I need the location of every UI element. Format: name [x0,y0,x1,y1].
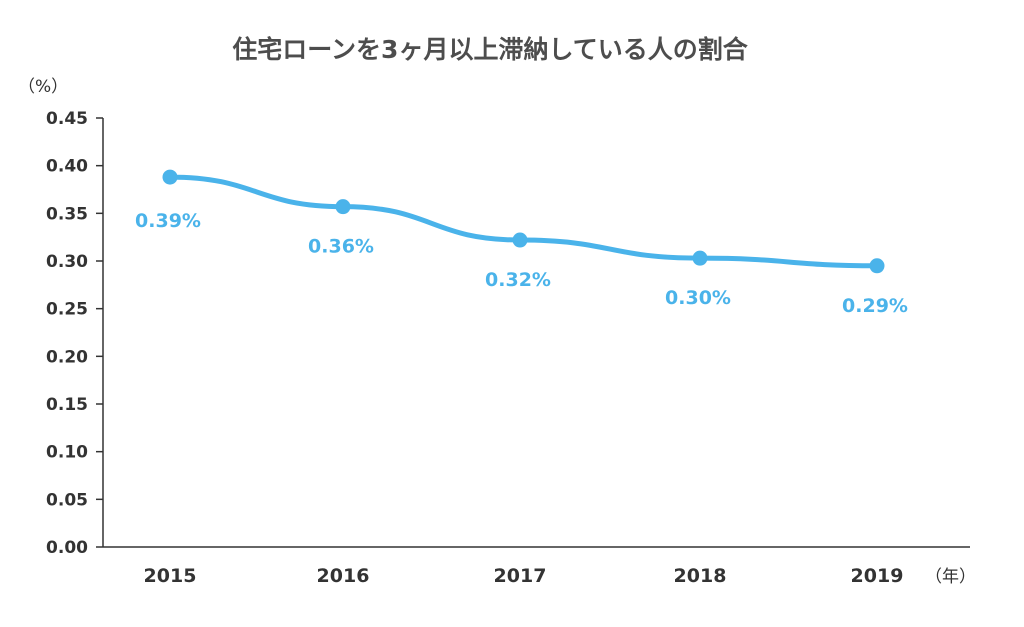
data-point [162,169,178,185]
y-tick-label: 0.20 [46,347,88,367]
chart-title: 住宅ローンを3ヶ月以上滞納している人の割合 [232,35,748,64]
x-tick-label: 2017 [494,565,547,587]
x-axis-unit-label: （年） [925,567,976,587]
data-label: 0.30% [665,287,731,309]
series-line [167,174,880,269]
y-tick-label: 0.40 [46,157,88,177]
y-tick-label: 0.00 [46,538,88,558]
data-label: 0.39% [135,210,201,232]
x-axis-ticks: 2015 2016 2017 2018 2019 [144,565,904,587]
data-point [512,232,528,248]
x-tick-label: 2018 [674,565,727,587]
data-point [692,250,708,266]
data-label: 0.29% [842,295,908,317]
y-axis-unit-label: （%） [18,77,68,97]
y-tick-label: 0.15 [46,395,88,415]
x-tick-label: 2015 [144,565,197,587]
data-label: 0.36% [308,236,374,258]
data-point [335,199,351,215]
data-label: 0.32% [485,269,551,291]
axes [102,118,970,548]
y-axis-ticks: 0.00 0.05 0.10 0.15 0.20 0.25 0.30 0.35 0.40 0.45 [46,109,103,558]
y-tick-label: 0.35 [46,204,88,224]
data-point [869,258,885,274]
y-tick-label: 0.45 [46,109,88,129]
series [162,169,885,274]
y-tick-label: 0.10 [46,443,88,463]
y-tick-label: 0.05 [46,490,88,510]
y-tick-label: 0.30 [46,252,88,272]
data-labels: 0.39% 0.36% 0.32% 0.30% 0.29% [135,210,908,317]
x-tick-label: 2016 [317,565,370,587]
x-tick-label: 2019 [851,565,904,587]
y-tick-label: 0.25 [46,300,88,320]
